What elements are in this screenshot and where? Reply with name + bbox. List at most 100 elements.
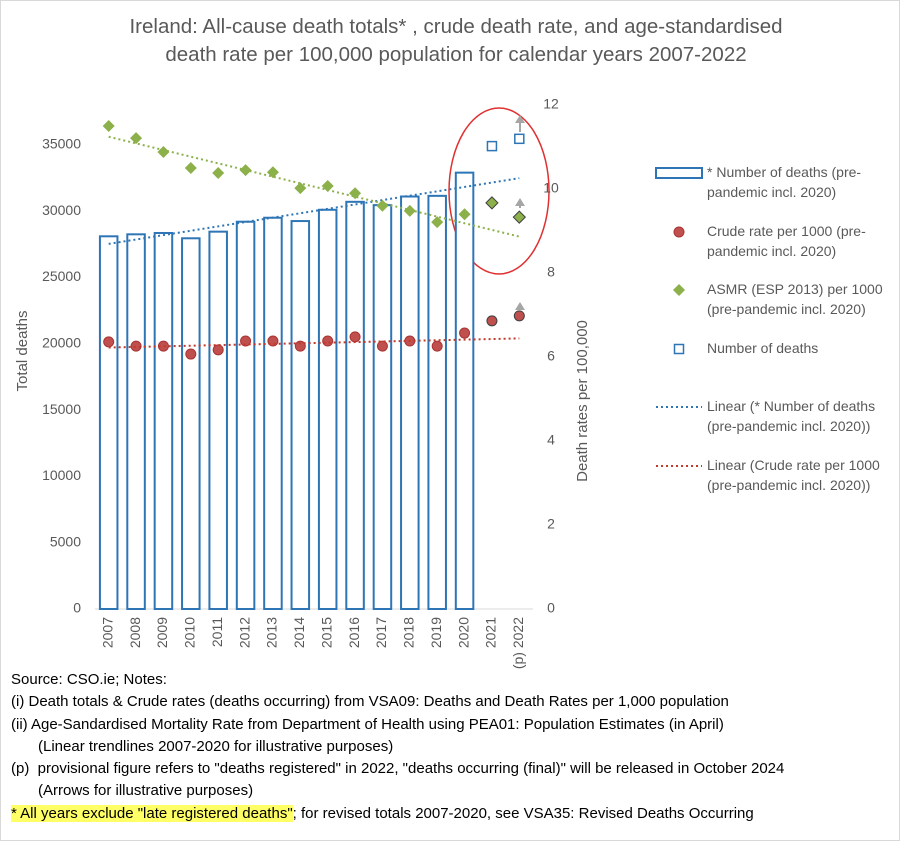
bar	[454, 171, 475, 610]
legend-label: ASMR (ESP 2013) per 1000 (pre-pandemic i…	[707, 281, 883, 317]
dot	[103, 336, 115, 348]
dot	[349, 331, 361, 343]
dot	[673, 226, 685, 238]
bar	[126, 233, 146, 610]
square	[486, 140, 498, 152]
x-tick-label: 2007	[99, 617, 115, 648]
bar	[427, 194, 447, 610]
y2-tick-label: 6	[547, 348, 555, 364]
note: (Linear trendlines 2007-2020 for illustr…	[38, 737, 394, 755]
x-tick-label: (p) 2022	[510, 617, 526, 669]
bar	[345, 200, 365, 611]
y-tick-label: 5000	[50, 533, 81, 549]
bar	[372, 204, 393, 610]
x-tick-label: 2015	[318, 617, 334, 648]
y2-tick-label: 10	[543, 180, 559, 196]
y-tick-label: 35000	[42, 135, 81, 151]
dot	[513, 310, 525, 322]
diamond	[294, 182, 307, 195]
dot	[294, 340, 306, 352]
x-tick-label: 2020	[455, 617, 471, 648]
diamond	[321, 180, 334, 193]
x-tick-label: 2019	[428, 617, 444, 648]
y-tick-label: 20000	[42, 334, 81, 350]
y2-tick-label: 8	[547, 264, 555, 280]
x-tick-label: 2014	[291, 617, 307, 648]
trendline	[108, 177, 520, 245]
legend-label: Number of deaths	[707, 340, 819, 356]
x-tick-label: 2013	[264, 617, 280, 648]
diamond	[512, 210, 527, 224]
dot	[431, 340, 443, 352]
dot	[486, 315, 498, 327]
dot	[130, 340, 142, 352]
y-tick-label: 10000	[42, 467, 81, 483]
diamond	[157, 146, 170, 159]
diamond	[130, 132, 143, 145]
bar	[263, 216, 283, 610]
note: (p) provisional figure refers to "deaths…	[11, 760, 785, 778]
legend-label: Linear (Crude rate per 1000 (pre-pandemi…	[707, 457, 880, 493]
trendline	[108, 337, 520, 349]
y2-tick-label: 2	[547, 516, 555, 532]
bar	[400, 195, 420, 611]
bar	[208, 230, 228, 611]
note: (i) Death totals & Crude rates (deaths o…	[11, 693, 729, 711]
chart-title: Ireland: All-cause death totals* , crude…	[129, 15, 783, 66]
diamond	[431, 216, 444, 229]
x-tick-label: 2018	[401, 617, 417, 648]
bar	[317, 208, 338, 610]
diamond	[102, 120, 115, 132]
diamond	[184, 162, 197, 174]
bar	[153, 231, 174, 610]
dot	[322, 335, 334, 347]
y2-tick-label: 12	[543, 96, 559, 112]
note: * All years exclude "late registered dea…	[11, 803, 784, 825]
dot	[185, 348, 197, 360]
diamond	[212, 167, 225, 180]
bar	[181, 237, 201, 610]
x-tick-label: 2021	[483, 617, 499, 648]
notes: Source: CSO.ie; Notes: (i) Death totals &…	[11, 669, 784, 825]
legend-label: Linear (* Number of deaths (pre-pandemic…	[707, 398, 876, 434]
x-tick-label: 2009	[154, 617, 170, 648]
dot	[212, 344, 224, 356]
square	[514, 133, 525, 145]
note: (Arrows for illustrative purposes)	[38, 782, 254, 800]
note: Source: CSO.ie; Notes:	[11, 671, 167, 688]
dot	[459, 327, 471, 339]
note-highlight: * All years exclude "late registered dea…	[11, 804, 293, 822]
dot	[157, 340, 169, 352]
diamond	[266, 166, 279, 179]
y-tick-label: 0	[73, 600, 81, 616]
x-tick-label: 2012	[236, 617, 252, 648]
diamond	[458, 208, 471, 221]
legend-label: * Number of deaths (pre-pandemic incl. 2…	[707, 164, 862, 200]
x-tick-label: 2008	[127, 617, 143, 648]
y-tick-label: 15000	[42, 401, 81, 417]
bar	[235, 220, 256, 610]
y2-axis-title: Death rates per 100,000	[574, 320, 591, 482]
diamond	[673, 284, 685, 296]
legend-marker	[655, 167, 703, 179]
dot	[376, 340, 388, 352]
diamond	[376, 199, 389, 212]
x-tick-label: 2010	[182, 617, 198, 648]
square	[673, 343, 685, 355]
y2-tick-label: 0	[547, 600, 555, 616]
note: (ii) Age-Sandardised Mortality Rate from…	[11, 715, 724, 733]
y-tick-label: 25000	[42, 268, 81, 284]
bar	[290, 220, 311, 610]
highlight-ellipse	[448, 107, 550, 275]
y-tick-label: 30000	[42, 202, 81, 218]
x-tick-label: 2017	[373, 617, 389, 648]
y-axis-title: Total deaths	[14, 311, 31, 392]
diamond	[485, 196, 499, 210]
x-tick-label: 2011	[209, 617, 225, 647]
note: ; for revised totals 2007-2020, see VSA3…	[292, 804, 754, 822]
arrows	[515, 115, 525, 310]
trendline	[108, 135, 520, 238]
x-tick-label: 2016	[346, 617, 362, 648]
